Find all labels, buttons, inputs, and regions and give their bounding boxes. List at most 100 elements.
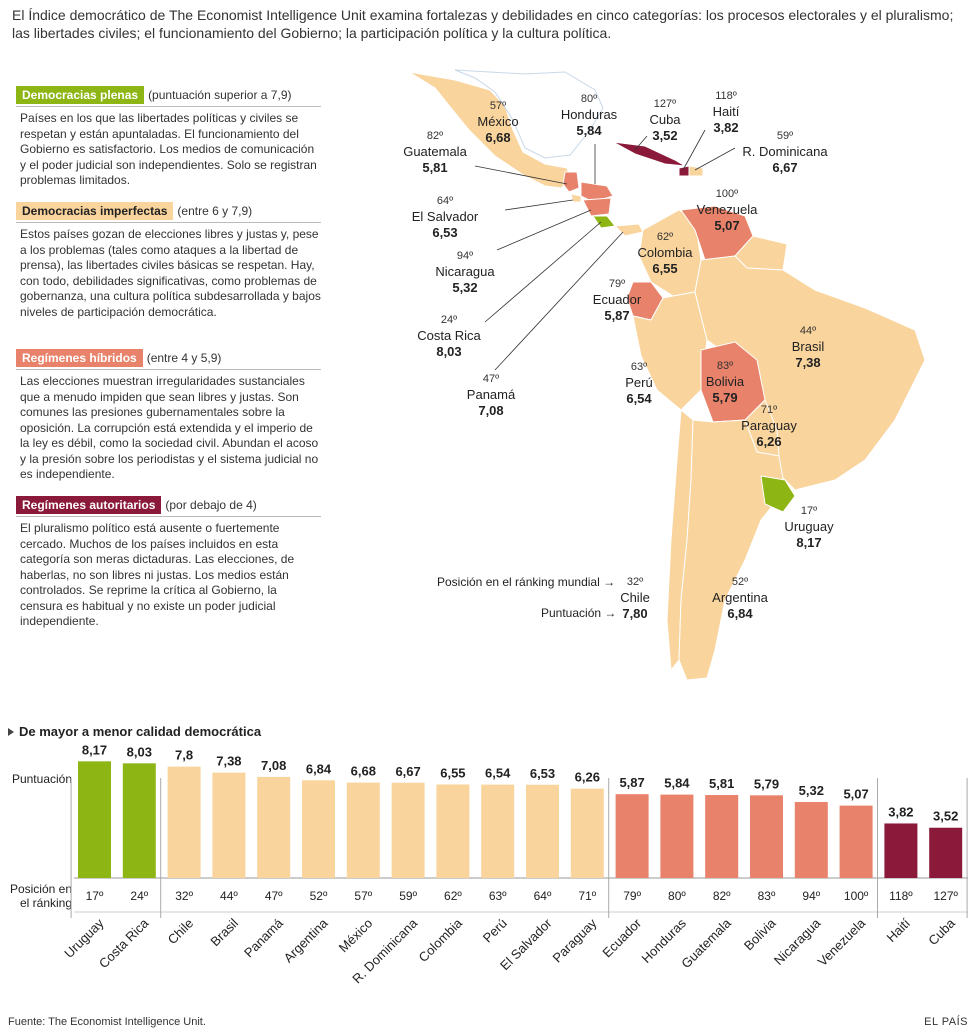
el-salvador-shape <box>570 193 582 203</box>
bar-Haití <box>884 823 918 878</box>
guatemala-shape <box>562 171 580 193</box>
rank-label: 80º <box>668 889 686 903</box>
bar-Perú <box>481 784 515 878</box>
map-label-cuba: 127º Cuba 3,52 <box>649 98 681 143</box>
legend-description: Estos países gozan de elecciones libres … <box>20 227 321 319</box>
bar-Venezuela <box>839 805 873 878</box>
rank-label: 63º <box>489 889 507 903</box>
value-label: 6,53 <box>530 766 555 781</box>
rank-label: 24º <box>130 889 148 903</box>
category-label: Ecuador <box>599 915 644 960</box>
legend-authoritarian-regimes: Regímenes autoritarios (por debajo de 4) … <box>16 496 321 630</box>
rank-label: 79º <box>623 889 641 903</box>
value-label: 6,84 <box>306 761 332 776</box>
category-label: Perú <box>480 916 510 946</box>
map-label-nicaragua: 94º Nicaragua 5,32 <box>435 250 495 295</box>
legend-flawed-democracies: Democracias imperfectas (entre 6 y 7,9) E… <box>16 202 321 320</box>
legend-description: Países en los que las libertades polític… <box>20 111 317 187</box>
rank-label: 100º <box>844 889 869 903</box>
category-label: El Salvador <box>497 915 555 973</box>
value-label: 5,81 <box>709 776 734 791</box>
legend-full-democracies: Democracias plenas (puntuación superior a… <box>16 86 321 189</box>
chart-title: De mayor a menor calidad democrática <box>8 724 261 739</box>
category-label: Cuba <box>925 915 958 948</box>
map-label-venezuela: 100º Venezuela 5,07 <box>696 188 758 233</box>
triangle-icon <box>8 728 14 736</box>
bar-Nicaragua <box>794 802 828 878</box>
map-label-paraguay: 71º Paraguay 6,26 <box>741 404 797 449</box>
category-label: Brasil <box>207 915 241 949</box>
rank-label: 118º <box>889 889 913 903</box>
value-label: 6,26 <box>575 770 600 785</box>
category-label: Guatemala <box>678 915 734 971</box>
legend-label: Regímenes híbridos <box>16 349 143 367</box>
bar-Honduras <box>660 794 694 878</box>
category-label: Uruguay <box>61 915 107 961</box>
bar-México <box>346 782 380 878</box>
map-key-score: Puntuación → <box>541 606 617 620</box>
value-label: 6,68 <box>351 764 376 779</box>
map-label-mexico: 57º México 6,68 <box>477 100 519 145</box>
map-key-rank: Posición en el ránking mundial → <box>437 575 616 589</box>
category-label: Nicaragua <box>771 915 824 968</box>
bar-El Salvador <box>526 784 559 878</box>
map: 57º México 6,68 80º Honduras 5,84 127º Cuba 3,… <box>395 60 980 700</box>
value-label: 7,8 <box>175 748 193 763</box>
bar-Colombia <box>436 784 470 878</box>
bar-Costa Rica <box>122 763 156 878</box>
value-label: 6,54 <box>485 766 511 781</box>
value-label: 5,79 <box>754 776 779 791</box>
bar-Bolivia <box>750 795 783 878</box>
rank-label: 83º <box>758 889 776 903</box>
map-label-dominican-republic: 59º R. Dominicana 6,67 <box>742 130 828 175</box>
map-label-guatemala: 82º Guatemala 5,81 <box>403 130 467 175</box>
value-label: 3,52 <box>933 809 958 824</box>
nicaragua-shape <box>582 197 612 217</box>
bar-Argentina <box>302 780 335 878</box>
category-label: Colombia <box>416 915 466 965</box>
category-label: Honduras <box>639 915 690 966</box>
legend-description: El pluralismo político está ausente o fu… <box>20 521 295 628</box>
bar-R. Dominicana <box>391 782 425 878</box>
map-label-el-salvador: 64º El Salvador 6,53 <box>411 195 479 240</box>
bar-Cuba <box>929 827 963 878</box>
category-label: Bolivia <box>741 915 779 953</box>
rank-label: 47º <box>265 889 283 903</box>
rank-label: 57º <box>354 889 372 903</box>
uruguay-shape <box>760 475 796 513</box>
value-label: 6,67 <box>395 764 420 779</box>
rank-label: 44º <box>220 889 238 903</box>
value-label: 7,38 <box>216 754 241 769</box>
rank-label: 64º <box>534 889 552 903</box>
rank-label: 82º <box>713 889 731 903</box>
legend-label: Regímenes autoritarios <box>16 496 162 514</box>
bar-Chile <box>167 766 201 878</box>
legend-range: (entre 6 y 7,9) <box>177 204 253 218</box>
map-label-costa-rica: 24º Costa Rica 8,03 <box>417 314 481 359</box>
map-label-brazil: 44º Brasil 7,38 <box>791 325 825 370</box>
map-label-argentina: 52º Argentina 6,84 <box>712 576 768 621</box>
category-label: Paraguay <box>549 915 599 965</box>
value-label: 8,03 <box>127 744 152 759</box>
rank-label: 62º <box>444 889 462 903</box>
map-label-honduras: 80º Honduras 5,84 <box>560 93 618 138</box>
map-label-ecuador: 79º Ecuador 5,87 <box>592 278 642 323</box>
category-label: Panamá <box>241 915 286 960</box>
value-label: 8,17 <box>82 742 107 757</box>
legend-range: (entre 4 y 5,9) <box>146 351 222 365</box>
category-label: Venezuela <box>815 915 869 969</box>
legend-range: (puntuación superior a 7,9) <box>148 88 292 102</box>
bar-Panamá <box>257 776 291 878</box>
rank-label: 17º <box>86 889 104 903</box>
source-note: Fuente: The Economist Intelligence Unit. <box>8 1016 206 1028</box>
legend-description: Las elecciones muestran irregularidades … <box>20 374 319 481</box>
value-label: 5,07 <box>843 787 868 802</box>
value-label: 7,08 <box>261 758 286 773</box>
leader-lines <box>474 129 736 371</box>
category-label: R. Dominicana <box>349 915 420 986</box>
legend-hybrid-regimes: Regímenes híbridos (entre 4 y 5,9) Las el… <box>16 349 321 483</box>
intro-text: El Índice democrático de The Economist I… <box>12 7 954 41</box>
bar-Paraguay <box>570 788 604 878</box>
map-label-panama: 47º Panamá 7,08 <box>466 373 516 418</box>
value-label: 5,32 <box>799 783 824 798</box>
